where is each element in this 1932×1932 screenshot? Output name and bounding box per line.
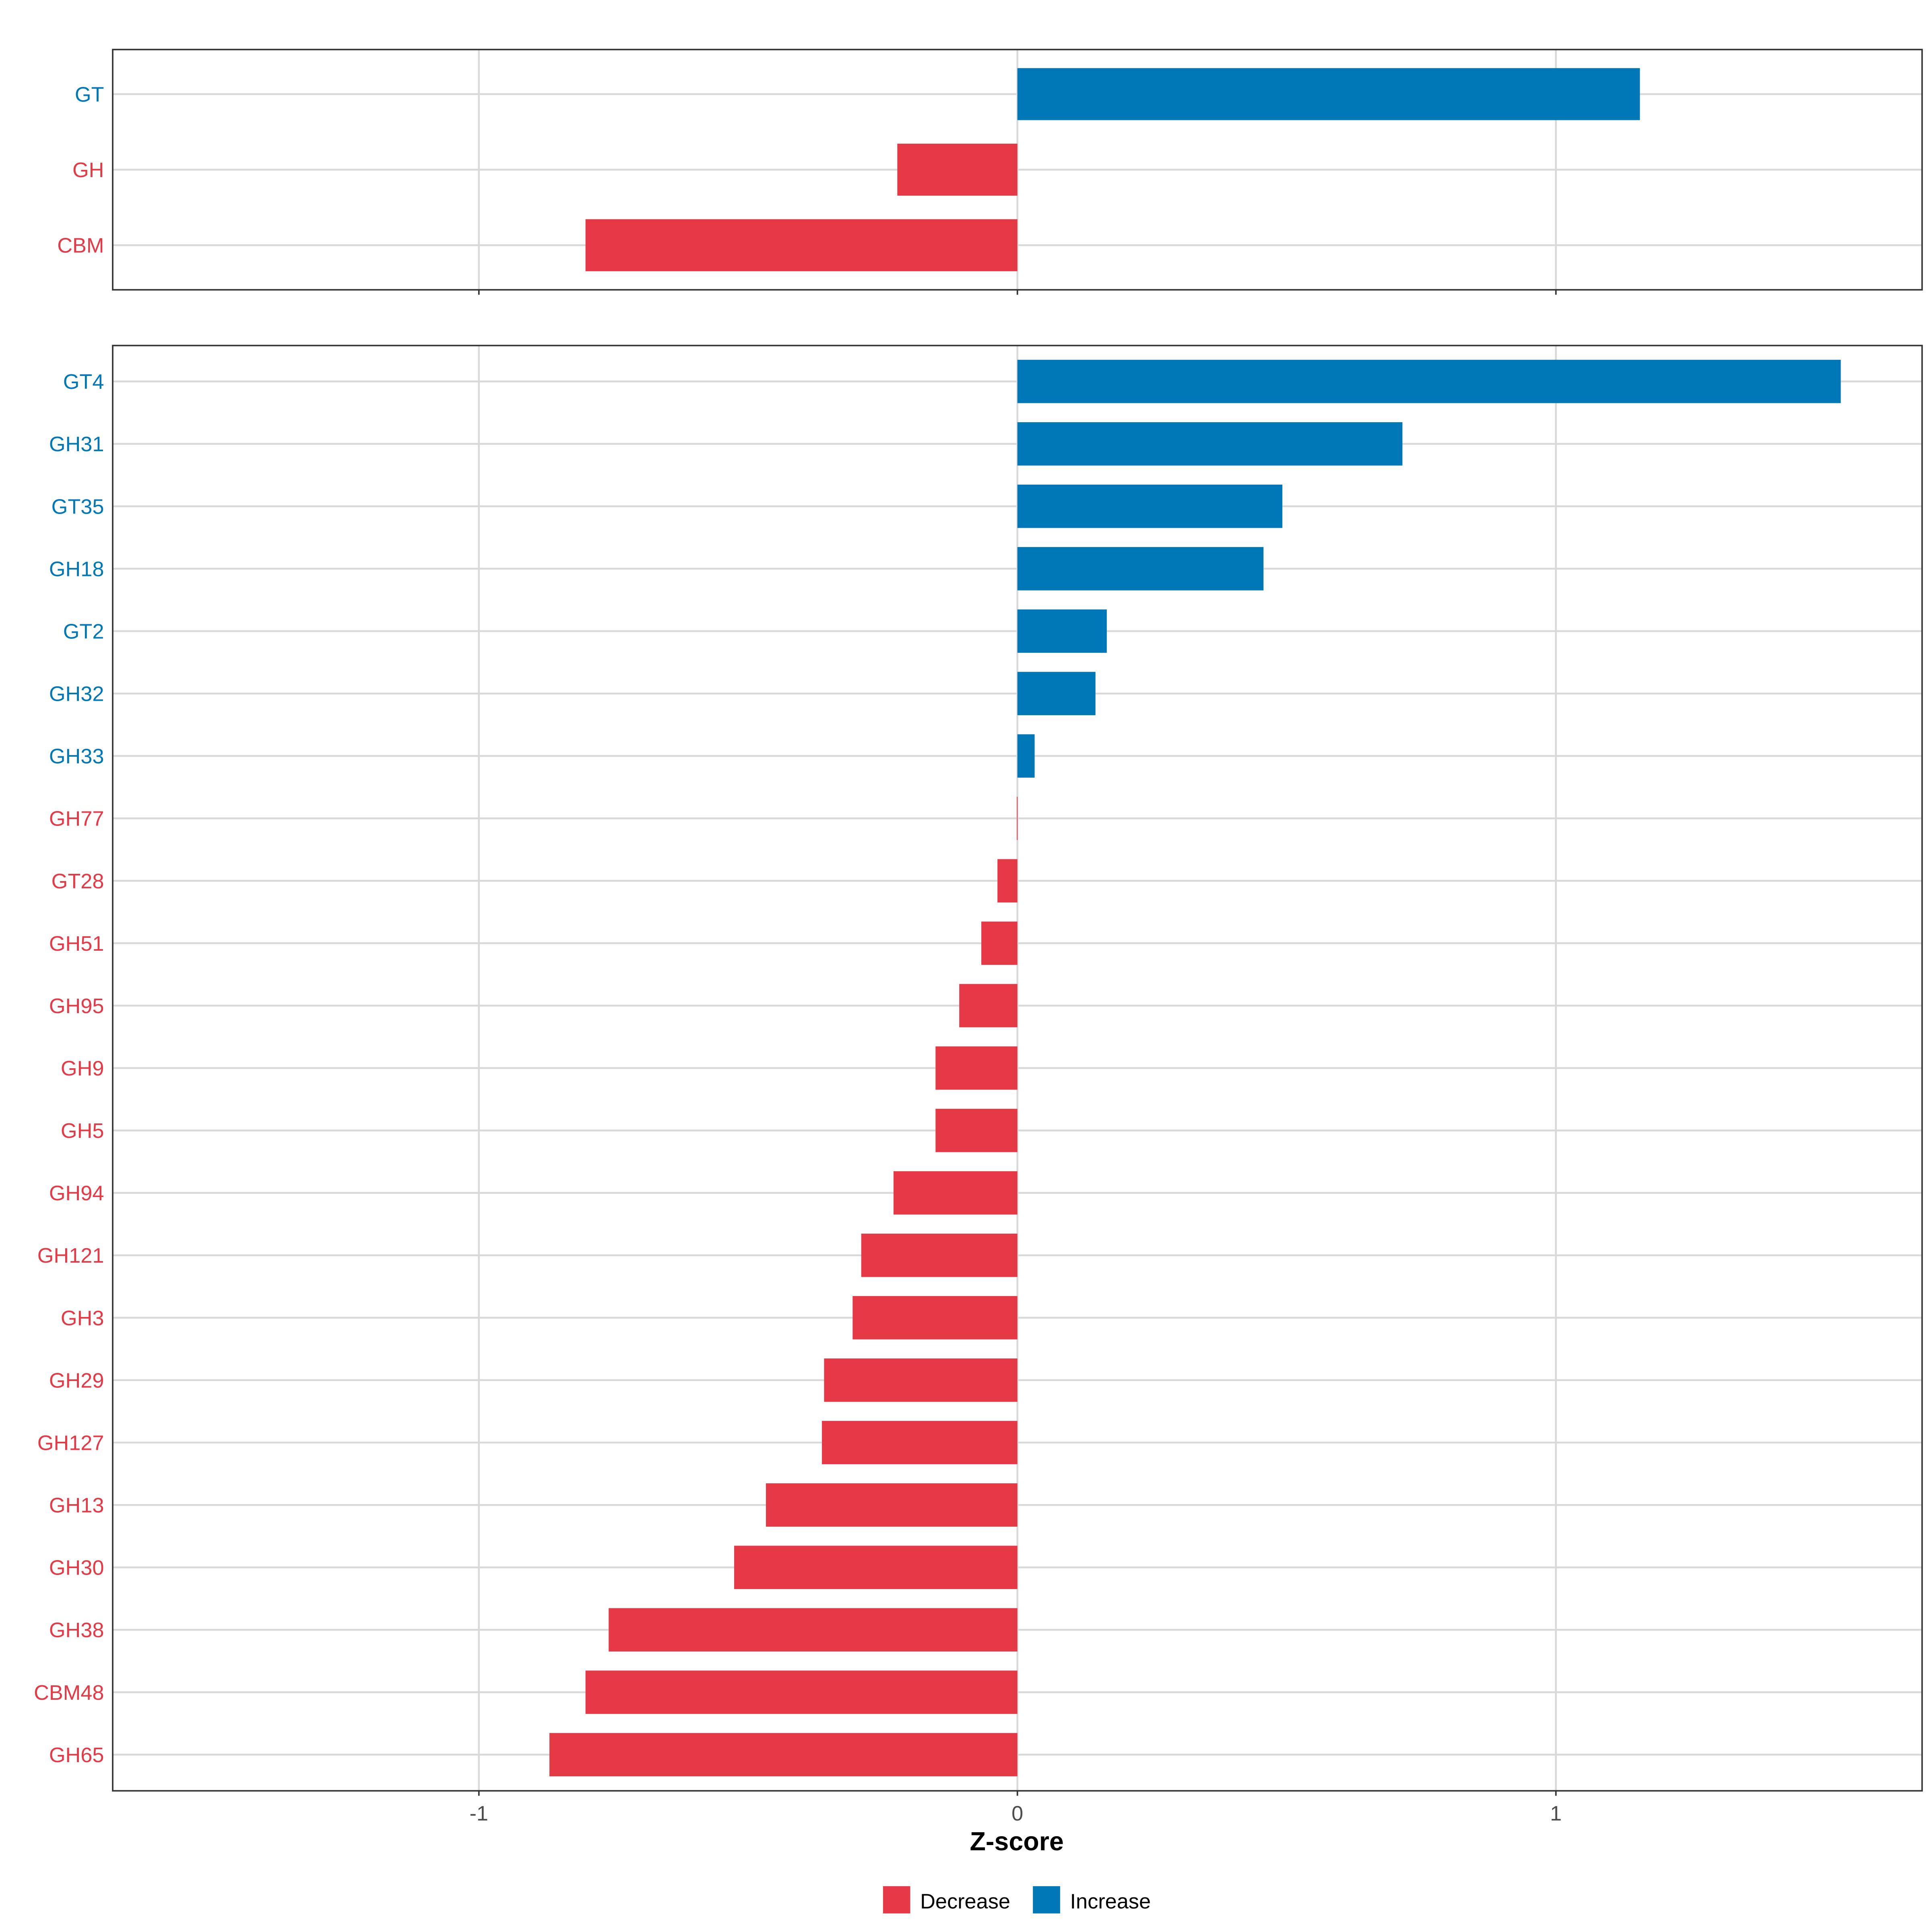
x-tick-label: 0 xyxy=(1011,1802,1023,1825)
y-tick-label-GH: GH xyxy=(72,159,104,182)
x-axis-title: Z-score xyxy=(970,1827,1063,1856)
panel-bottom: GT4 GH31 GT35 GH18 GT2 GH32 GH33 GH77 GT28 GH51 GH… xyxy=(34,345,1923,1796)
bar-GH33 xyxy=(1017,734,1035,778)
bar-GH29 xyxy=(824,1358,1018,1402)
bar-GH77 xyxy=(1017,797,1018,840)
y-tick-label-GT28: GT28 xyxy=(52,870,104,893)
x-tick-label: -1 xyxy=(470,1802,489,1825)
bar-GH95 xyxy=(959,984,1018,1028)
bar-GH127 xyxy=(822,1421,1018,1464)
panel-top: GT GH CBM xyxy=(57,49,1923,295)
y-tick-label-GH51: GH51 xyxy=(49,932,104,956)
bar-GT4 xyxy=(1017,359,1841,403)
bar-GH xyxy=(897,143,1018,196)
y-tick-label-GH33: GH33 xyxy=(49,745,104,768)
bar-GT35 xyxy=(1017,485,1282,528)
legend-swatch-increase xyxy=(1033,1886,1060,1913)
bar-GH65 xyxy=(549,1733,1018,1777)
y-tick-label-GH65: GH65 xyxy=(49,1744,104,1767)
y-tick-label-GH5: GH5 xyxy=(61,1119,104,1143)
legend: Decrease Increase xyxy=(883,1886,1151,1913)
legend-swatch-decrease xyxy=(883,1886,910,1913)
bar-GT xyxy=(1017,68,1640,120)
y-tick-label-GH121: GH121 xyxy=(37,1244,104,1267)
bar-CBM xyxy=(585,219,1018,271)
bar-GT28 xyxy=(997,859,1018,903)
y-tick-label-GH9: GH9 xyxy=(61,1057,104,1080)
y-tick-label-GT2: GT2 xyxy=(63,620,104,643)
y-tick-label-GT: GT xyxy=(75,83,104,106)
y-tick-label-GH32: GH32 xyxy=(49,683,104,706)
y-tick-label-GH127: GH127 xyxy=(37,1431,104,1455)
y-tick-label-GH29: GH29 xyxy=(49,1369,104,1392)
y-tick-label-GH13: GH13 xyxy=(49,1494,104,1517)
bar-GH3 xyxy=(852,1296,1018,1340)
bar-GH32 xyxy=(1017,672,1096,715)
bar-GH13 xyxy=(766,1483,1018,1527)
bar-GH9 xyxy=(935,1046,1018,1090)
y-tick-label-GH94: GH94 xyxy=(49,1182,104,1205)
y-tick-label-GT4: GT4 xyxy=(63,370,104,394)
y-tick-label-CBM48: CBM48 xyxy=(34,1681,104,1705)
y-tick-label-CBM: CBM xyxy=(57,234,104,258)
y-tick-label-GH31: GH31 xyxy=(49,433,104,456)
y-tick-label-GT35: GT35 xyxy=(52,495,104,518)
bar-GH94 xyxy=(893,1171,1018,1215)
bar-GH31 xyxy=(1017,422,1403,466)
y-tick-label-GH95: GH95 xyxy=(49,995,104,1018)
y-tick-label-GH38: GH38 xyxy=(49,1619,104,1642)
y-tick-label-GH3: GH3 xyxy=(61,1307,104,1330)
y-tick-label-GH18: GH18 xyxy=(49,557,104,581)
bar-GH30 xyxy=(734,1546,1018,1589)
bar-GH121 xyxy=(861,1233,1018,1277)
bar-CBM48 xyxy=(585,1670,1018,1714)
bar-GH51 xyxy=(981,921,1018,965)
bar-GT2 xyxy=(1017,609,1107,653)
legend-label-increase: Increase xyxy=(1070,1890,1151,1913)
bar-GH38 xyxy=(609,1608,1018,1652)
x-tick-label: 1 xyxy=(1550,1802,1562,1825)
y-tick-label-GH30: GH30 xyxy=(49,1556,104,1580)
bar-GH18 xyxy=(1017,547,1264,590)
legend-label-decrease: Decrease xyxy=(920,1890,1010,1913)
y-tick-label-GH77: GH77 xyxy=(49,807,104,831)
bar-GH5 xyxy=(935,1108,1018,1152)
